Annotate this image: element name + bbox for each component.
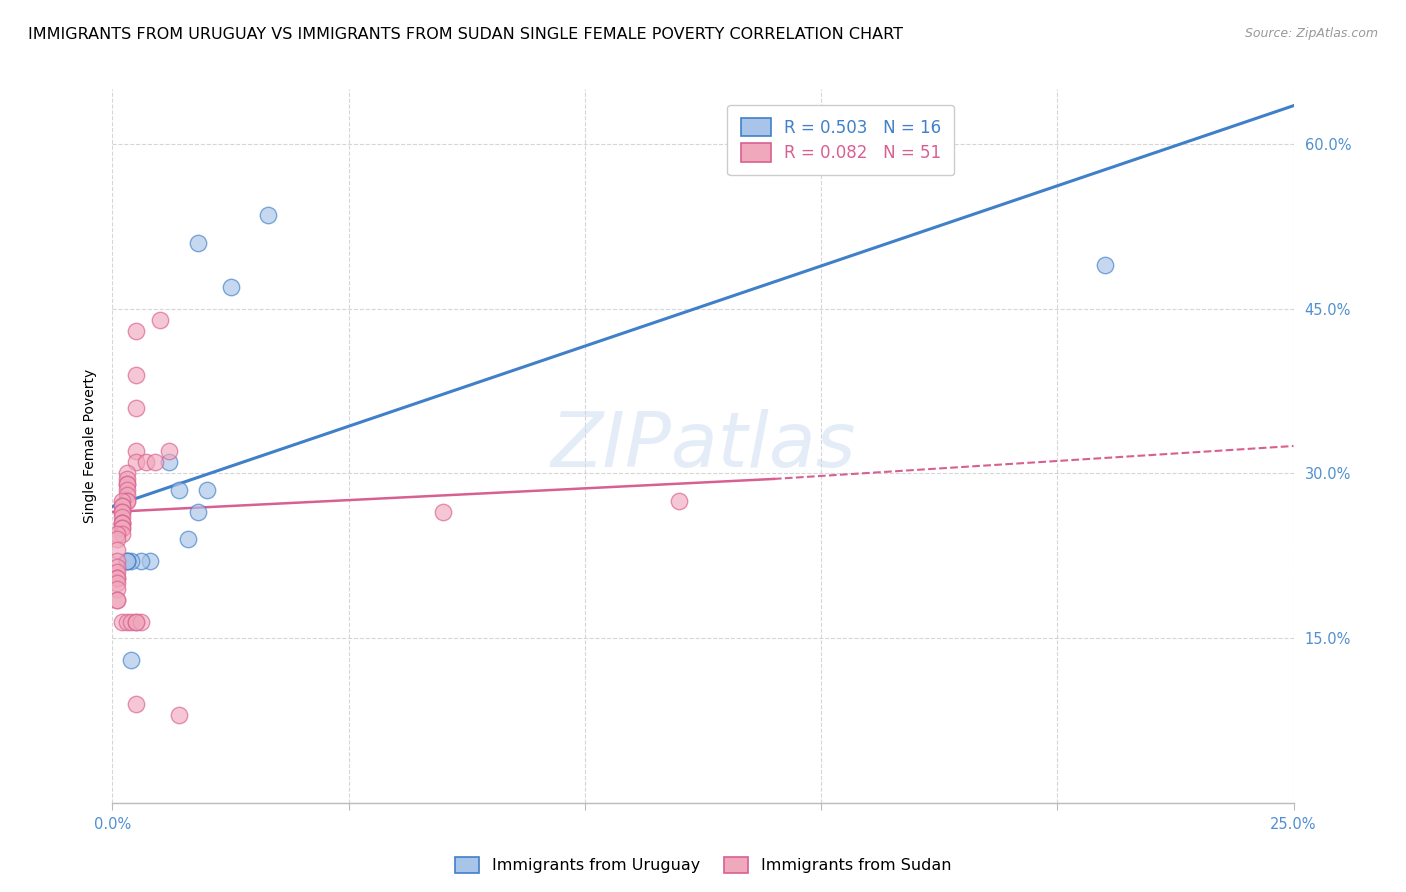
Point	[195, 483, 218, 497]
Point	[111, 521, 134, 535]
Point	[115, 488, 138, 502]
Point	[1094, 258, 1116, 272]
Point	[105, 543, 128, 558]
Point	[115, 477, 138, 491]
Point	[111, 516, 134, 530]
Point	[167, 483, 190, 497]
Point	[219, 280, 242, 294]
Point	[115, 615, 138, 629]
Point	[111, 615, 134, 629]
Y-axis label: Single Female Poverty: Single Female Poverty	[83, 369, 97, 523]
Point	[257, 209, 280, 223]
Point	[111, 510, 134, 524]
Point	[120, 554, 142, 568]
Legend: R = 0.503   N = 16, R = 0.082   N = 51: R = 0.503 N = 16, R = 0.082 N = 51	[727, 104, 955, 176]
Point	[157, 455, 180, 469]
Point	[105, 576, 128, 591]
Point	[125, 615, 148, 629]
Point	[111, 516, 134, 530]
Point	[111, 500, 134, 514]
Point	[111, 505, 134, 519]
Point	[177, 533, 200, 547]
Point	[105, 566, 128, 580]
Point	[111, 521, 134, 535]
Point	[105, 526, 128, 541]
Point	[115, 494, 138, 508]
Point	[115, 494, 138, 508]
Point	[105, 582, 128, 596]
Point	[186, 505, 208, 519]
Point	[167, 708, 190, 723]
Point	[105, 592, 128, 607]
Point	[125, 368, 148, 382]
Legend: Immigrants from Uruguay, Immigrants from Sudan: Immigrants from Uruguay, Immigrants from…	[449, 850, 957, 880]
Text: IMMIGRANTS FROM URUGUAY VS IMMIGRANTS FROM SUDAN SINGLE FEMALE POVERTY CORRELATI: IMMIGRANTS FROM URUGUAY VS IMMIGRANTS FR…	[28, 27, 903, 42]
Point	[186, 235, 208, 250]
Point	[105, 554, 128, 568]
Point	[125, 615, 148, 629]
Point	[120, 653, 142, 667]
Point	[432, 505, 454, 519]
Point	[157, 444, 180, 458]
Point	[125, 697, 148, 711]
Text: Source: ZipAtlas.com: Source: ZipAtlas.com	[1244, 27, 1378, 40]
Point	[111, 505, 134, 519]
Point	[105, 592, 128, 607]
Point	[129, 615, 152, 629]
Point	[143, 455, 166, 469]
Point	[668, 494, 690, 508]
Text: ZIPatlas: ZIPatlas	[550, 409, 856, 483]
Point	[111, 526, 134, 541]
Point	[111, 516, 134, 530]
Point	[115, 554, 138, 568]
Point	[105, 533, 128, 547]
Point	[115, 554, 138, 568]
Point	[125, 444, 148, 458]
Point	[105, 571, 128, 585]
Point	[115, 467, 138, 481]
Point	[125, 455, 148, 469]
Point	[115, 483, 138, 497]
Point	[125, 401, 148, 415]
Point	[129, 554, 152, 568]
Point	[120, 615, 142, 629]
Point	[135, 455, 157, 469]
Point	[149, 312, 172, 326]
Point	[105, 559, 128, 574]
Point	[115, 477, 138, 491]
Point	[111, 494, 134, 508]
Point	[115, 554, 138, 568]
Point	[111, 500, 134, 514]
Point	[139, 554, 162, 568]
Point	[115, 472, 138, 486]
Point	[105, 571, 128, 585]
Point	[125, 324, 148, 338]
